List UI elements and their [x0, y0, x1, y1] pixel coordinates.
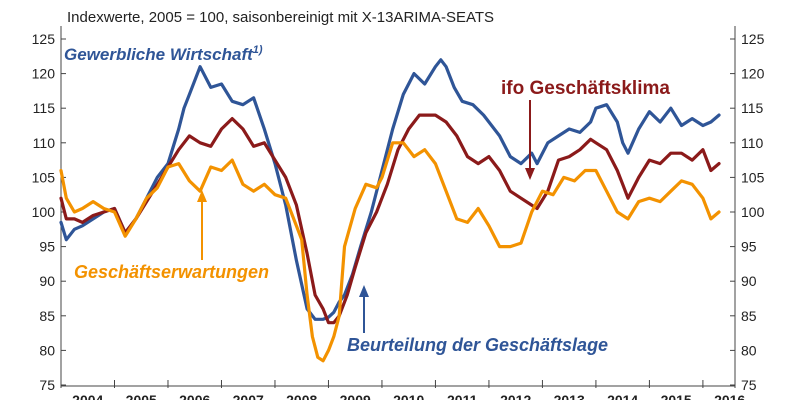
gewerbliche-label-sup: 1)	[253, 44, 263, 56]
x-tick-label: 2013	[554, 392, 585, 400]
y-tick-label-left: 80	[39, 342, 55, 358]
y-tick-label-left: 115	[33, 100, 56, 116]
x-tick-label: 2008	[286, 392, 317, 400]
y-tick-label-right: 115	[741, 100, 764, 116]
y-tick-label-left: 120	[32, 66, 56, 82]
series-line-lage	[59, 58, 721, 321]
x-tick-label: 2014	[607, 392, 638, 400]
series-layer	[59, 58, 721, 363]
chart-subtitle: Indexwerte, 2005 = 100, saisonbereinigt …	[67, 9, 494, 26]
series-line-erwartungen	[59, 141, 721, 363]
y-tick-label-right: 90	[741, 273, 757, 289]
y-axis-left: 75 80 85 90 95 100 105 110 115 120 125	[32, 31, 66, 393]
y-tick-label-right: 85	[741, 308, 757, 324]
y-tick-label-right: 75	[741, 377, 757, 393]
y-tick-label-right: 125	[741, 31, 765, 47]
x-tick-label: 2009	[340, 392, 371, 400]
x-tick-label: 2006	[179, 392, 210, 400]
y-tick-label-left: 110	[33, 135, 56, 151]
y-axis-right: 75 80 85 90 95 100 105 110 115 120 125	[730, 31, 765, 393]
y-tick-label-right: 95	[741, 239, 757, 255]
x-tick-label: 2012	[500, 392, 531, 400]
klima-label: ifo Geschäftsklima	[501, 78, 670, 99]
gewerbliche-label-text: Gewerbliche Wirtschaft	[64, 45, 254, 64]
y-tick-label-left: 105	[32, 169, 56, 185]
x-tick-label: 2004	[72, 392, 103, 400]
lage-label: Beurteilung der Geschäftslage	[347, 335, 608, 355]
y-tick-label-right: 120	[741, 66, 765, 82]
erwartungen-arrow-head	[197, 190, 207, 202]
y-tick-label-left: 95	[39, 239, 55, 255]
series-line-klima	[59, 113, 721, 325]
y-tick-label-left: 75	[39, 377, 55, 393]
y-tick-label-right: 80	[741, 342, 757, 358]
y-tick-label-right: 105	[741, 169, 765, 185]
x-tick-label: 2007	[233, 392, 264, 400]
x-tick-label: 2016	[714, 392, 745, 400]
y-tick-label-left: 90	[39, 273, 55, 289]
gewerbliche-label: Gewerbliche Wirtschaft1)	[64, 44, 263, 64]
y-tick-label-left: 100	[32, 204, 56, 220]
x-tick-label: 2010	[393, 392, 424, 400]
x-axis: 2004 2005 2006 2007 2008 2009 2010 2011 2012 2013…	[60, 380, 745, 400]
x-tick-label: 2015	[661, 392, 692, 400]
klima-arrow-head	[525, 168, 535, 180]
x-tick-label: 2005	[126, 392, 157, 400]
annotation-arrows	[197, 100, 535, 333]
y-tick-label-right: 110	[741, 135, 764, 151]
x-tick-label: 2011	[447, 392, 478, 400]
lage-arrow-head	[359, 285, 369, 297]
y-tick-label-right: 100	[741, 204, 765, 220]
y-tick-label-left: 125	[32, 31, 56, 47]
klima-label-background	[497, 74, 685, 100]
erwartungen-label: Geschäftserwartungen	[74, 262, 269, 282]
y-tick-label-left: 85	[39, 308, 55, 324]
